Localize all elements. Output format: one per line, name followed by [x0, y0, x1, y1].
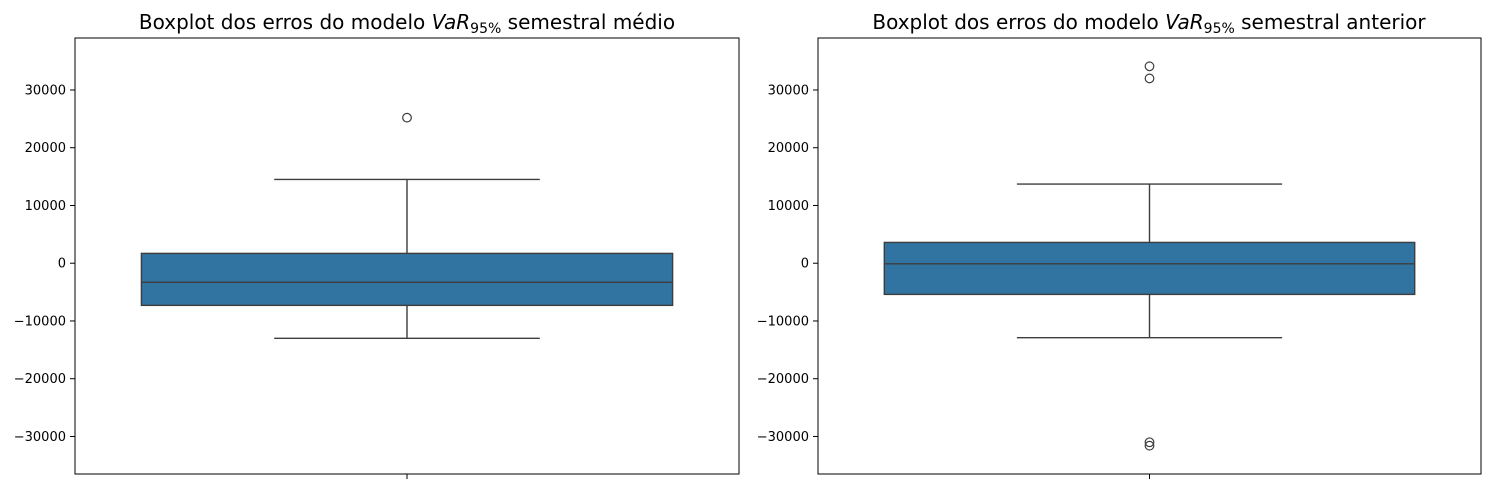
iqr-box [883, 241, 1416, 296]
y-tick-label: −30000 [14, 430, 66, 445]
title-prefix: Boxplot dos erros do modelo [872, 10, 1165, 34]
chart-title: Boxplot dos erros do modelo VaR95% semes… [872, 10, 1426, 37]
chart-title: Boxplot dos erros do modelo VaR95% semes… [139, 10, 675, 37]
outlier-point [402, 112, 412, 123]
chart-panel-medio: Boxplot dos erros do modelo VaR95% semes… [14, 10, 740, 479]
title-var: VaR [432, 10, 471, 34]
title-suffix: semestral anterior [1235, 10, 1427, 34]
y-tick-label: −30000 [757, 430, 809, 445]
y-tick-label: 20000 [25, 141, 66, 156]
y-tick-label: 0 [58, 257, 66, 272]
outlier-point [1144, 437, 1155, 448]
title-subscript: 95% [1204, 21, 1235, 37]
y-tick-label: −20000 [14, 372, 66, 387]
y-tick-label: 10000 [768, 199, 809, 214]
chart-panel-anterior: Boxplot dos erros do modelo VaR95% semes… [757, 10, 1482, 479]
y-tick-label: 0 [801, 257, 809, 272]
y-tick-label: 30000 [25, 83, 66, 98]
title-suffix: semestral médio [501, 10, 675, 34]
outlier-point [1144, 61, 1155, 72]
y-tick-label: 30000 [768, 83, 809, 98]
iqr-box [140, 252, 674, 307]
y-tick-label: −20000 [757, 372, 809, 387]
axes-frame [74, 37, 740, 475]
title-subscript: 95% [470, 21, 501, 37]
outlier-point [1144, 73, 1155, 84]
y-tick-label: −10000 [757, 314, 809, 329]
outlier-point [1144, 440, 1155, 451]
title-prefix: Boxplot dos erros do modelo [139, 10, 432, 34]
title-var: VaR [1165, 10, 1204, 34]
y-tick-label: −10000 [14, 314, 66, 329]
y-tick-label: 10000 [25, 199, 66, 214]
y-tick-label: 20000 [768, 141, 809, 156]
axes-frame [817, 37, 1482, 475]
